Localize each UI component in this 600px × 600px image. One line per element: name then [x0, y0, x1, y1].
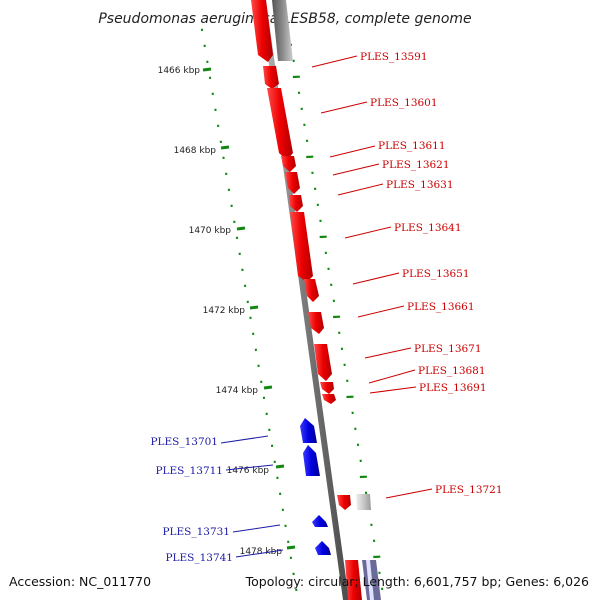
scale-label: 1466 kbp	[158, 66, 201, 76]
scale-labels: 1466 kbp 1468 kbp 1470 kbp 1472 kbp 1474…	[158, 66, 296, 557]
gene-label[interactable]: PLES_13701	[150, 436, 218, 448]
gene-arrow	[300, 418, 317, 443]
gene-label[interactable]: PLES_13651	[402, 268, 470, 280]
gene-label[interactable]: PLES_13641	[394, 222, 462, 234]
scale-label: 1476 kbp	[227, 466, 270, 476]
genome-summary-text: Topology: circular; Length: 6,601,757 bp…	[245, 574, 589, 589]
gene-arrow	[308, 312, 324, 334]
gene-arrow	[263, 66, 279, 89]
gene-arrow	[315, 541, 331, 555]
gene-label[interactable]: PLES_13721	[435, 484, 503, 496]
gene-labels: PLES_13591 PLES_13601 PLES_13611 PLES_13…	[150, 51, 502, 564]
gene-label[interactable]: PLES_13631	[386, 179, 454, 191]
reverse-genes	[300, 418, 331, 555]
scale-label: 1468 kbp	[174, 146, 217, 156]
gene-label[interactable]: PLES_13731	[162, 526, 230, 538]
gene-label[interactable]: PLES_13621	[382, 159, 450, 171]
gene-arrow	[320, 382, 334, 394]
gene-label[interactable]: PLES_13601	[370, 97, 438, 109]
other-features	[272, 0, 381, 600]
gene-arrow	[322, 394, 336, 404]
gene-arrow	[289, 195, 303, 212]
gene-label-leaders	[220, 55, 433, 558]
feature-block	[366, 560, 374, 600]
gene-arrow	[312, 515, 328, 527]
gene-label[interactable]: PLES_13691	[419, 382, 487, 394]
gene-arrow	[337, 495, 351, 510]
gene-arrow	[345, 560, 362, 600]
gene-label[interactable]: PLES_13681	[418, 365, 486, 377]
gene-label[interactable]: PLES_13661	[407, 301, 475, 313]
gene-arrow	[290, 212, 313, 282]
scale-label: 1470 kbp	[189, 226, 232, 236]
accession-text: Accession: NC_011770	[9, 574, 152, 589]
scale-label: 1472 kbp	[203, 306, 246, 316]
feature-block	[272, 0, 293, 61]
gene-label[interactable]: PLES_13591	[360, 51, 428, 63]
gene-arrow	[314, 344, 332, 381]
gene-label[interactable]: PLES_13671	[414, 343, 482, 355]
gene-label[interactable]: PLES_13611	[378, 140, 446, 152]
gene-label[interactable]: PLES_13741	[165, 552, 233, 564]
gene-arrow	[251, 0, 273, 62]
gene-arrow	[285, 172, 300, 194]
gene-arrow	[267, 88, 293, 160]
scale-label: 1474 kbp	[216, 386, 259, 396]
gene-label[interactable]: PLES_13711	[155, 465, 223, 477]
gene-arrow	[303, 445, 320, 476]
gene-arrow	[304, 279, 319, 302]
feature-block	[356, 494, 371, 510]
tick-ring-inner	[200, 28, 298, 592]
scale-label: 1478 kbp	[240, 547, 283, 557]
gene-arrow	[281, 156, 296, 172]
forward-genes	[251, 0, 362, 600]
